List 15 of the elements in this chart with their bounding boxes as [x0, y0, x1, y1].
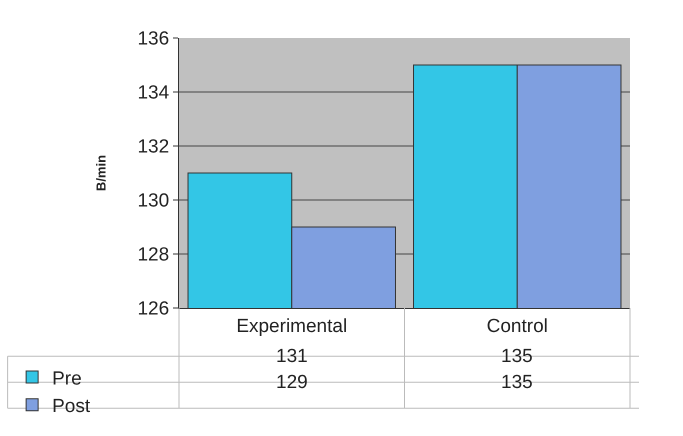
y-tick-label: 128	[137, 244, 170, 266]
data-label: 135	[501, 346, 533, 367]
y-tick-label: 132	[137, 136, 170, 158]
legend-label: Pre	[52, 368, 82, 390]
y-tick-label: 130	[137, 190, 170, 212]
data-label: 135	[501, 372, 533, 393]
data-label: 129	[276, 372, 308, 393]
x-tick-label: Experimental	[236, 316, 348, 337]
y-tick-label: 136	[137, 28, 170, 50]
data-label: 131	[276, 346, 308, 367]
legend-label: Post	[52, 396, 91, 418]
y-tick-label: 134	[137, 82, 170, 104]
x-tick-label: Control	[486, 316, 548, 337]
y-axis-title: B/min	[93, 154, 108, 192]
y-tick-label: 126	[137, 298, 170, 320]
